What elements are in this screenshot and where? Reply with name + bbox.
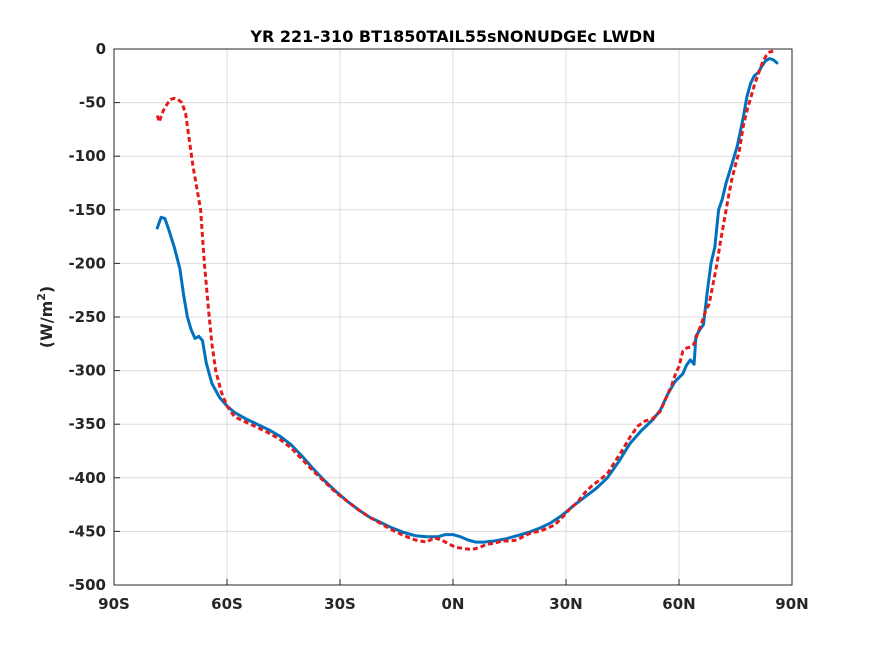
x-tick-label: 30N <box>549 595 582 613</box>
y-axis-label: (W/m2) <box>35 286 56 348</box>
x-tick-label: 90S <box>98 595 130 613</box>
y-tick-label: -250 <box>68 308 106 326</box>
y-tick-label: -150 <box>68 201 106 219</box>
x-tick-label: 90N <box>775 595 808 613</box>
series-line-1 <box>155 57 779 544</box>
x-tick-label: 60N <box>662 595 695 613</box>
series-layer <box>155 49 779 552</box>
y-tick-label: -450 <box>68 522 106 540</box>
x-tick-label: 30S <box>324 595 356 613</box>
y-tick-label: -300 <box>68 362 106 380</box>
y-tick-label: -200 <box>68 254 106 272</box>
y-axis-label-superscript: 2 <box>35 293 48 301</box>
y-tick-label: -100 <box>68 147 106 165</box>
x-tick-label: 0N <box>442 595 465 613</box>
y-tick-label: -50 <box>79 94 106 112</box>
y-tick-label: -400 <box>68 469 106 487</box>
y-tick-label: 0 <box>96 40 106 58</box>
ticks: 90S 60S 30S 0N 30N 60N 90N 0 -50 -100 -150 -200 -250… <box>68 40 808 613</box>
chart-title: YR 221-310 BT1850TAIL55sNONUDGEc LWDN <box>249 27 655 46</box>
y-axis-label-main: (W/m <box>37 301 56 348</box>
x-tick-label: 60S <box>211 595 243 613</box>
y-axis-label-suffix: ) <box>37 286 56 293</box>
y-tick-label: -500 <box>68 576 106 594</box>
y-tick-label: -350 <box>68 415 106 433</box>
series-line-2 <box>155 49 774 552</box>
